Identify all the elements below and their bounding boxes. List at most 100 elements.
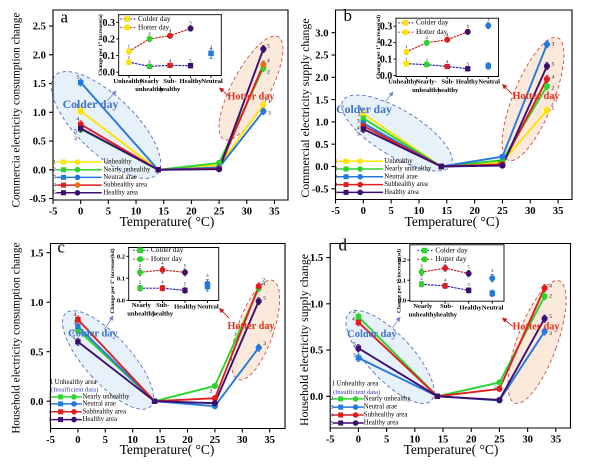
- svg-text:1: 1: [359, 106, 362, 112]
- svg-text:5: 5: [267, 43, 270, 49]
- svg-text:0.0: 0.0: [380, 71, 392, 82]
- svg-text:25: 25: [214, 206, 225, 217]
- svg-text:healthy: healthy: [159, 86, 181, 93]
- svg-text:Hotter day: Hotter day: [512, 321, 559, 332]
- svg-text:5: 5: [353, 342, 356, 348]
- svg-text:3: 3: [210, 45, 213, 50]
- svg-text:healthy: healthy: [436, 312, 458, 319]
- svg-text:-5: -5: [331, 206, 340, 217]
- svg-text:Hotter day: Hotter day: [435, 254, 467, 263]
- svg-text:0.0: 0.0: [117, 298, 125, 305]
- svg-text:Colder day: Colder day: [63, 97, 119, 111]
- svg-text:Sub-: Sub-: [163, 78, 176, 85]
- svg-text:15: 15: [158, 206, 169, 217]
- svg-text:15: 15: [155, 435, 166, 446]
- svg-text:3: 3: [549, 331, 552, 337]
- svg-text:0.5: 0.5: [315, 140, 328, 151]
- svg-text:2.0: 2.0: [33, 50, 46, 61]
- svg-text:Unhealthy: Unhealthy: [388, 79, 418, 86]
- svg-text:Sub-: Sub-: [156, 302, 169, 309]
- svg-text:unhealthy: unhealthy: [409, 312, 438, 319]
- svg-text:Healthy: Healthy: [180, 78, 203, 85]
- svg-text:-0.5: -0.5: [312, 184, 329, 195]
- svg-text:3: 3: [76, 75, 79, 81]
- svg-text:1 Unhealthy area: 1 Unhealthy area: [332, 381, 379, 388]
- svg-text:1: 1: [405, 56, 408, 61]
- svg-text:Colder day: Colder day: [336, 102, 392, 116]
- svg-text:2: 2: [262, 278, 265, 284]
- svg-text:4: 4: [169, 28, 172, 33]
- svg-text:30: 30: [525, 206, 536, 217]
- svg-text:Healthy area: Healthy area: [364, 420, 399, 427]
- svg-text:3: 3: [53, 175, 56, 181]
- svg-text:0.2: 0.2: [117, 254, 125, 261]
- svg-text:2: 2: [420, 263, 423, 268]
- svg-text:10: 10: [414, 206, 425, 217]
- svg-text:20: 20: [469, 206, 480, 217]
- svg-text:0: 0: [75, 435, 80, 446]
- svg-text:3.0: 3.0: [315, 28, 328, 39]
- svg-text:Neutral: Neutral: [482, 305, 504, 312]
- svg-text:5: 5: [468, 282, 471, 287]
- svg-text:0.1: 0.1: [103, 51, 115, 62]
- svg-text:0.2: 0.2: [103, 34, 115, 45]
- svg-text:Unhealthy: Unhealthy: [384, 158, 413, 165]
- svg-text:4: 4: [334, 182, 337, 188]
- svg-text:2: 2: [139, 263, 142, 268]
- svg-text:Neutral arae: Neutral arae: [384, 173, 417, 180]
- svg-text:Temperature( °C): Temperature( °C): [404, 442, 499, 457]
- svg-text:Colder day: Colder day: [416, 18, 449, 27]
- svg-text:4: 4: [169, 58, 172, 63]
- svg-text:Hotter day: Hotter day: [227, 321, 274, 332]
- svg-text:3: 3: [353, 352, 356, 358]
- svg-text:3: 3: [497, 160, 500, 166]
- svg-text:0.0: 0.0: [103, 68, 115, 79]
- svg-text:4: 4: [161, 260, 164, 265]
- svg-text:5: 5: [384, 434, 389, 445]
- svg-text:4: 4: [267, 58, 270, 64]
- svg-text:healthy: healthy: [152, 311, 174, 318]
- svg-text:Sub-: Sub-: [440, 303, 453, 310]
- svg-text:4: 4: [331, 412, 334, 418]
- svg-text:35: 35: [553, 206, 564, 217]
- svg-text:Temperature( °C): Temperature( °C): [120, 442, 215, 457]
- svg-text:Change per 1° increase(kd): Change per 1° increase(kd): [109, 248, 116, 313]
- svg-text:0.5: 0.5: [33, 137, 46, 148]
- svg-text:35: 35: [264, 435, 275, 446]
- svg-text:1.0: 1.0: [315, 118, 328, 129]
- svg-text:Colder day: Colder day: [347, 329, 397, 340]
- svg-text:3: 3: [49, 401, 52, 407]
- svg-text:5: 5: [331, 420, 334, 426]
- svg-text:20: 20: [186, 206, 197, 217]
- svg-text:unhealthy: unhealthy: [412, 87, 441, 94]
- svg-text:2: 2: [49, 394, 52, 400]
- svg-text:Nearly unhealthy: Nearly unhealthy: [384, 166, 432, 173]
- svg-text:5: 5: [106, 206, 111, 217]
- svg-text:Household electricity supply c: Household electricity supply change: [297, 254, 311, 426]
- svg-text:Change per 1° increase(sd): Change per 1° increase(sd): [375, 15, 382, 79]
- svg-text:Temperature( °C): Temperature( °C): [120, 214, 215, 229]
- svg-text:5: 5: [49, 417, 52, 423]
- svg-text:1.5: 1.5: [30, 248, 43, 259]
- svg-text:5: 5: [334, 190, 337, 196]
- svg-text:Neutral: Neutral: [201, 78, 223, 85]
- svg-text:Healthy area: Healthy area: [83, 416, 118, 423]
- svg-text:Colder day: Colder day: [68, 329, 118, 340]
- svg-text:0.5: 0.5: [30, 347, 43, 358]
- svg-text:10: 10: [127, 435, 138, 446]
- svg-text:Hotter day: Hotter day: [151, 254, 183, 263]
- svg-text:5: 5: [552, 61, 555, 67]
- svg-text:5: 5: [53, 190, 56, 196]
- svg-text:Commercia electricity consumpt: Commercia electricity consumption change: [11, 13, 23, 208]
- svg-text:Healthy: Healthy: [459, 305, 482, 312]
- svg-text:2: 2: [494, 385, 497, 391]
- svg-text:3: 3: [331, 404, 334, 410]
- svg-text:0.1: 0.1: [117, 276, 125, 283]
- svg-text:5: 5: [189, 21, 192, 26]
- svg-text:3: 3: [263, 341, 266, 347]
- svg-text:30: 30: [241, 206, 252, 217]
- svg-text:Neutral arae: Neutral arae: [364, 404, 397, 411]
- svg-text:2: 2: [334, 166, 337, 172]
- svg-text:Unhealthy: Unhealthy: [113, 78, 143, 85]
- svg-text:3: 3: [552, 42, 555, 48]
